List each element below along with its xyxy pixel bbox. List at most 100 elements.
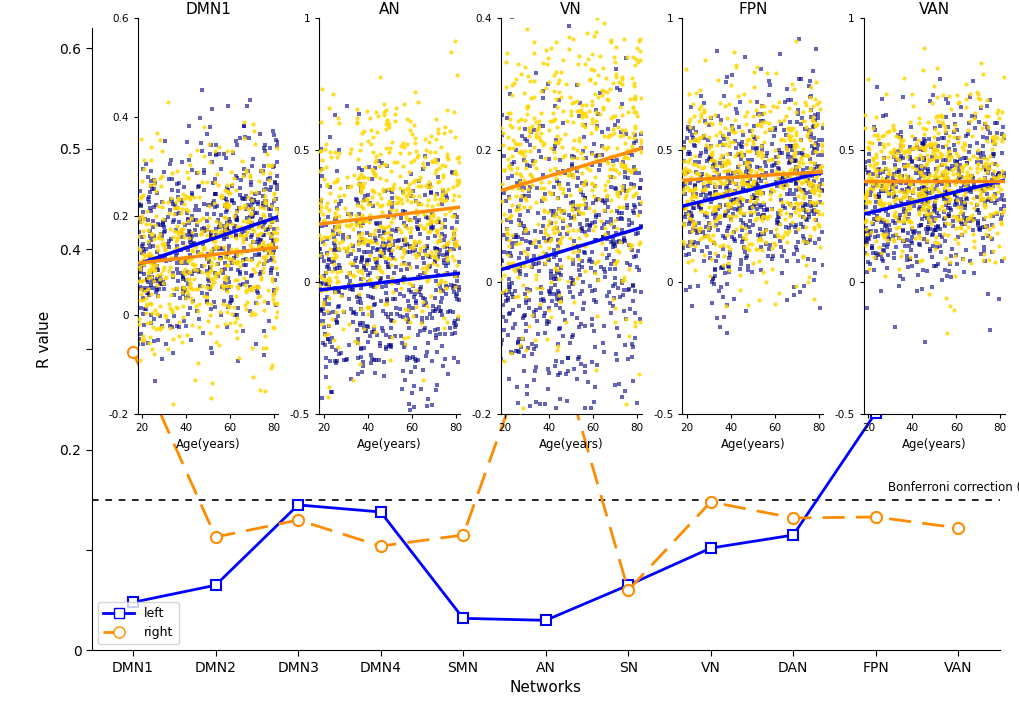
- Point: [988, 159, 1005, 170]
- Point: [971, 187, 987, 198]
- Point: [742, 226, 758, 238]
- Point: [548, 222, 565, 233]
- Point: [574, 108, 590, 119]
- Point: [353, 282, 369, 293]
- Point: [131, 244, 148, 255]
- Point: [552, 66, 569, 77]
- Point: [371, 245, 387, 257]
- Point: [763, 122, 780, 133]
- Point: [432, 305, 448, 317]
- Point: [535, 193, 551, 204]
- Point: [953, 141, 969, 152]
- Point: [375, 158, 391, 170]
- Point: [917, 191, 933, 202]
- Point: [319, 305, 335, 317]
- Point: [761, 188, 777, 199]
- Point: [741, 156, 757, 168]
- Point: [709, 110, 726, 122]
- Point: [321, 264, 337, 275]
- Point: [544, 209, 560, 221]
- Point: [588, 210, 604, 221]
- Point: [527, 361, 543, 373]
- Point: [434, 170, 450, 181]
- Point: [738, 243, 754, 254]
- Point: [493, 286, 510, 298]
- Point: [507, 204, 524, 216]
- Point: [360, 276, 376, 287]
- Point: [802, 81, 818, 93]
- Point: [136, 226, 152, 237]
- Point: [199, 225, 215, 236]
- Point: [532, 182, 548, 193]
- Point: [679, 132, 695, 144]
- Point: [190, 266, 206, 277]
- Point: [787, 184, 803, 195]
- Point: [728, 166, 744, 177]
- Point: [180, 206, 197, 217]
- Point: [168, 226, 184, 238]
- Point: [148, 286, 164, 298]
- Point: [547, 66, 564, 77]
- Point: [180, 308, 197, 320]
- Point: [431, 216, 447, 228]
- Point: [354, 165, 370, 176]
- Point: [711, 182, 728, 193]
- Point: [565, 274, 581, 286]
- Point: [225, 148, 242, 159]
- Point: [632, 138, 648, 149]
- Point: [245, 118, 261, 129]
- Point: [976, 117, 993, 128]
- Point: [219, 226, 235, 238]
- Point: [363, 358, 379, 369]
- Point: [339, 207, 356, 218]
- Point: [893, 199, 909, 210]
- Point: [326, 286, 342, 298]
- Point: [684, 222, 700, 233]
- Point: [245, 235, 261, 247]
- Point: [191, 204, 207, 216]
- Point: [579, 220, 595, 231]
- Point: [244, 229, 260, 240]
- Point: [629, 110, 645, 122]
- Point: [782, 124, 798, 136]
- Point: [442, 46, 459, 57]
- Point: [359, 193, 375, 204]
- Point: [371, 230, 387, 241]
- Point: [361, 276, 377, 288]
- Point: [754, 116, 770, 127]
- Point: [773, 200, 790, 211]
- Point: [580, 202, 596, 214]
- Point: [780, 151, 796, 163]
- Point: [619, 199, 635, 211]
- Point: [448, 69, 465, 81]
- Point: [801, 196, 817, 207]
- Point: [163, 167, 179, 178]
- Point: [312, 193, 328, 204]
- Point: [801, 104, 817, 115]
- Point: [194, 225, 210, 236]
- Point: [186, 264, 203, 275]
- Point: [424, 222, 440, 233]
- Point: [910, 238, 926, 250]
- Point: [145, 241, 161, 252]
- Point: [864, 179, 880, 190]
- Point: [931, 111, 948, 122]
- Point: [896, 209, 912, 221]
- Point: [339, 182, 356, 193]
- Point: [136, 259, 152, 271]
- Point: [595, 231, 611, 243]
- Point: [224, 195, 240, 206]
- Point: [383, 198, 399, 209]
- Point: [689, 238, 705, 249]
- Point: [522, 401, 538, 412]
- Point: [421, 180, 437, 191]
- Point: [260, 227, 276, 238]
- Point: [246, 281, 262, 293]
- Point: [975, 160, 991, 172]
- Point: [146, 313, 162, 325]
- Point: [442, 243, 459, 255]
- Point: [152, 279, 168, 290]
- Point: [410, 175, 426, 187]
- Point: [685, 189, 701, 201]
- Point: [787, 242, 803, 253]
